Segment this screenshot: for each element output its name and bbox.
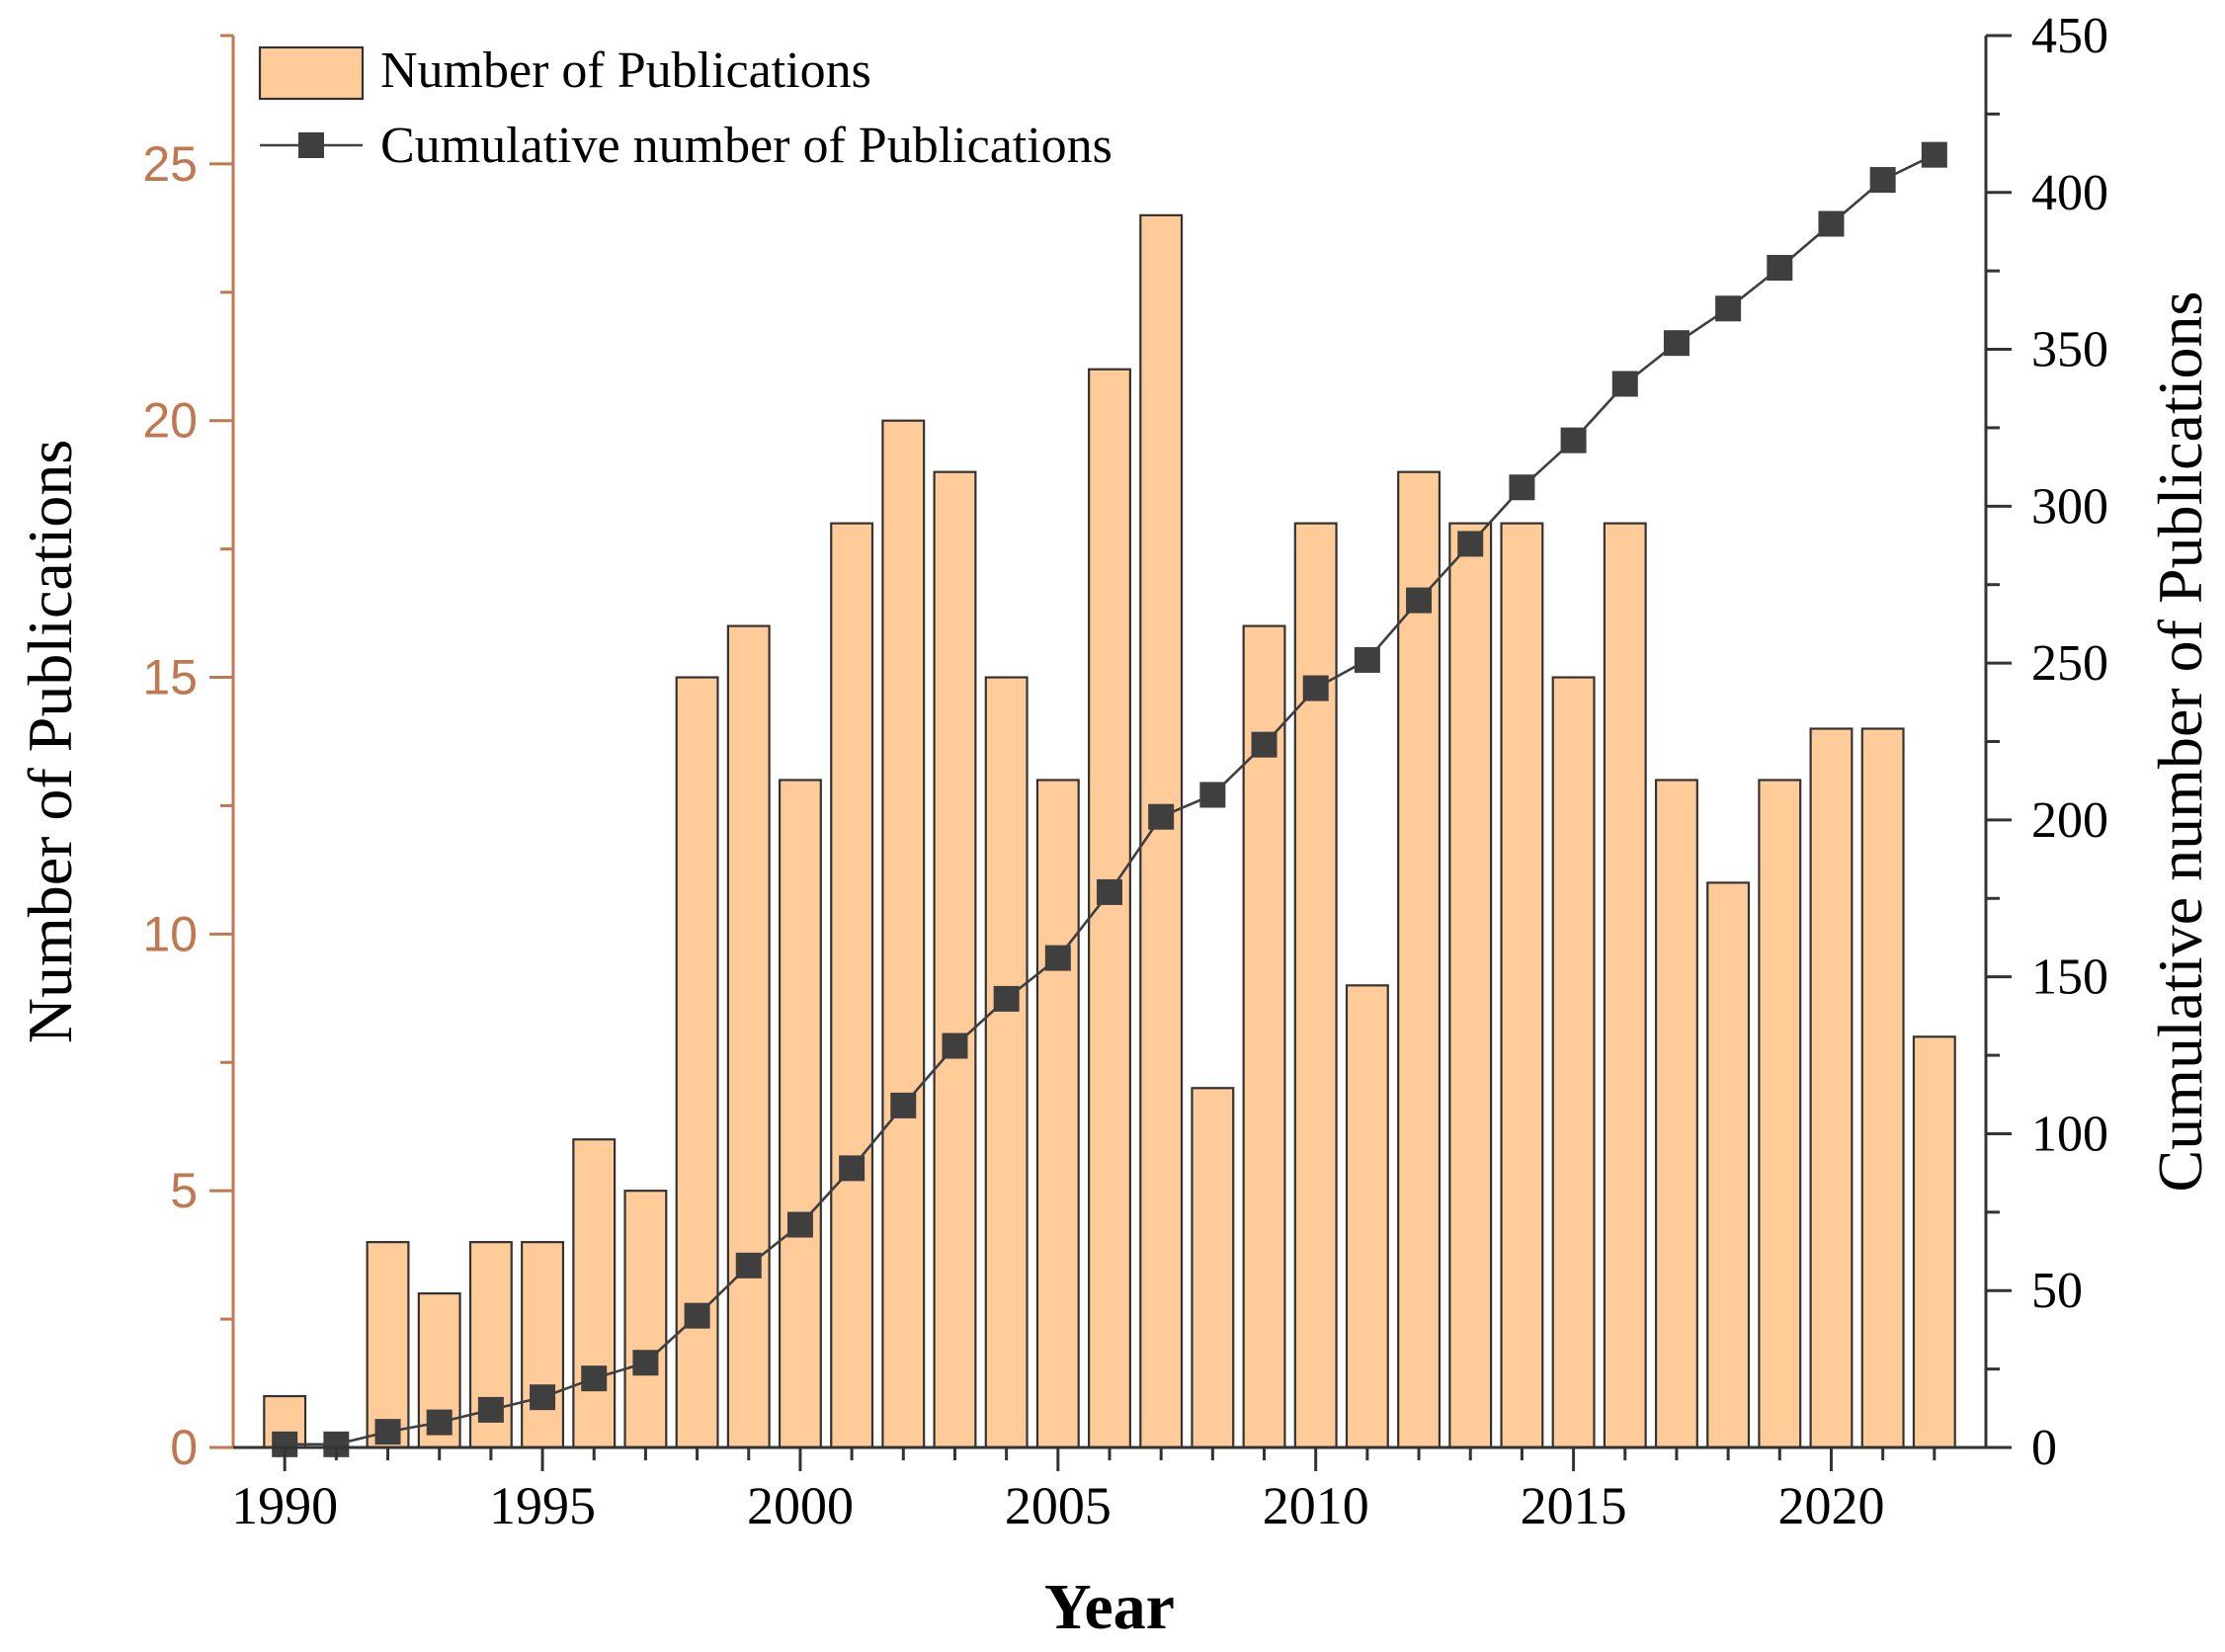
x-tick-label-1990: 1990 [231, 1476, 338, 1535]
cumulative-point-1996 [581, 1365, 608, 1392]
bar-2018 [1706, 881, 1751, 1449]
bar-1999 [726, 624, 771, 1449]
bar-2008 [1191, 1087, 1235, 1449]
legend-bar-swatch [258, 45, 365, 101]
left-tick-label-0: 0 [170, 1420, 198, 1475]
legend-label-cumulative: Cumulative number of Publications [380, 118, 1112, 174]
cumulative-point-2019 [1767, 254, 1793, 281]
cumulative-point-1997 [632, 1350, 659, 1376]
bar-2010 [1293, 522, 1338, 1449]
cumulative-point-2020 [1818, 210, 1845, 237]
cumulative-point-2017 [1663, 330, 1689, 357]
right-tick-label-200: 200 [2031, 792, 2108, 849]
cumulative-point-2010 [1302, 675, 1329, 702]
bar-2005 [1035, 779, 1080, 1449]
bar-2000 [778, 779, 822, 1449]
legend-label-bars: Number of Publications [380, 42, 871, 99]
right-tick-label-350: 350 [2031, 322, 2108, 378]
bar-2004 [984, 676, 1029, 1449]
x-tick-label-1995: 1995 [489, 1476, 596, 1535]
cumulative-point-2009 [1251, 731, 1277, 758]
bar-1992 [366, 1241, 410, 1449]
left-tick-label-10: 10 [142, 906, 198, 961]
bar-2019 [1758, 779, 1802, 1449]
bar-2020 [1809, 727, 1854, 1449]
cumulative-point-2005 [1044, 945, 1071, 971]
cumulative-point-2011 [1354, 646, 1380, 673]
cumulative-point-2001 [839, 1155, 865, 1182]
right-tick-label-250: 250 [2031, 635, 2108, 692]
left-tick-label-5: 5 [170, 1163, 198, 1218]
bar-1995 [521, 1241, 565, 1449]
right-tick-label-450: 450 [2031, 8, 2108, 64]
bar-2006 [1088, 368, 1131, 1449]
bar-2021 [1860, 727, 1905, 1449]
x-tick-label-2000: 2000 [747, 1476, 854, 1535]
bar-2015 [1551, 676, 1596, 1449]
cumulative-point-2015 [1560, 427, 1587, 454]
cumulative-point-2012 [1406, 587, 1433, 614]
bar-1997 [623, 1190, 668, 1449]
bar-2013 [1448, 522, 1493, 1449]
cumulative-point-2007 [1148, 803, 1175, 830]
bar-2001 [830, 522, 874, 1449]
bar-2017 [1654, 779, 1698, 1449]
cumulative-point-2004 [993, 985, 1020, 1012]
right-tick-label-150: 150 [2031, 950, 2108, 1006]
x-tick-label-2015: 2015 [1521, 1476, 1627, 1535]
cumulative-point-2022 [1921, 141, 1947, 168]
bar-2002 [881, 419, 926, 1449]
cumulative-point-1992 [374, 1419, 401, 1446]
bar-1998 [675, 676, 719, 1449]
bar-2007 [1139, 213, 1184, 1449]
cumulative-point-1998 [684, 1302, 710, 1329]
right-tick-label-300: 300 [2031, 478, 2108, 535]
right-tick-label-400: 400 [2031, 165, 2108, 221]
cumulative-point-2000 [786, 1211, 813, 1238]
cumulative-point-2021 [1869, 167, 1896, 194]
left-tick-label-20: 20 [142, 393, 198, 449]
cumulative-point-1994 [477, 1396, 504, 1423]
cumulative-point-2008 [1199, 782, 1226, 808]
cumulative-point-2013 [1457, 531, 1484, 557]
bar-2011 [1345, 984, 1389, 1449]
left-tick-label-15: 15 [142, 650, 198, 705]
cumulative-point-2003 [942, 1032, 968, 1059]
right-tick-label-0: 0 [2031, 1420, 2057, 1476]
bar-2016 [1603, 522, 1647, 1449]
x-tick-label-2005: 2005 [1005, 1476, 1112, 1535]
cumulative-point-1993 [426, 1409, 453, 1436]
x-axis-title: Year [1044, 1571, 1175, 1643]
cumulative-point-2002 [890, 1092, 917, 1118]
left-tick-label-25: 25 [142, 136, 198, 192]
bar-2022 [1912, 1035, 1956, 1449]
cumulative-point-2006 [1097, 878, 1122, 905]
x-tick-label-2020: 2020 [1777, 1476, 1884, 1535]
bar-2014 [1500, 522, 1544, 1449]
right-axis-title: Cumulative number of Publications [2145, 291, 2215, 1193]
cumulative-point-2018 [1715, 295, 1742, 322]
cumulative-point-2016 [1611, 371, 1638, 397]
x-tick-label-2010: 2010 [1263, 1476, 1369, 1535]
right-tick-label-100: 100 [2031, 1106, 2108, 1162]
cumulative-point-1999 [735, 1252, 762, 1279]
right-tick-label-50: 50 [2031, 1263, 2083, 1319]
left-axis-title: Number of Publications [15, 440, 85, 1043]
bar-1996 [572, 1138, 617, 1449]
cumulative-point-2014 [1509, 474, 1535, 501]
bar-2003 [933, 470, 977, 1449]
legend-line-marker [298, 132, 324, 158]
cumulative-point-1995 [530, 1384, 556, 1411]
bar-2009 [1242, 624, 1286, 1449]
